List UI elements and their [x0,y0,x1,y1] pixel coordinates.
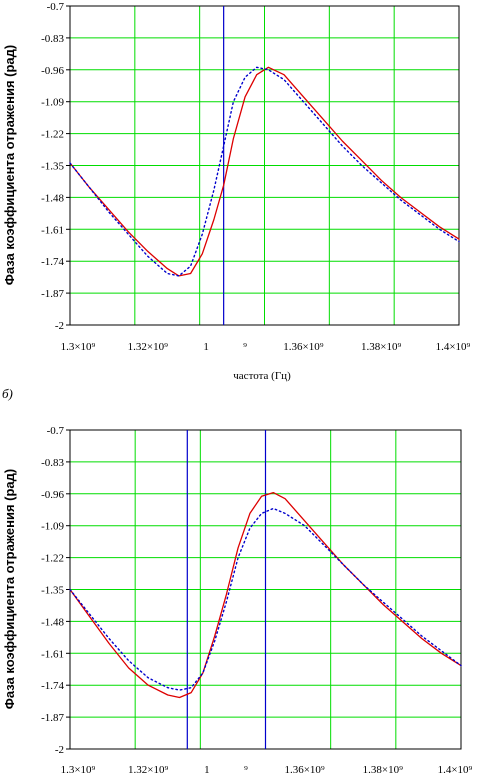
x-tick-label: 1 [204,764,210,776]
chart-bottom-label: б) [2,386,13,401]
x-tick-label: ⁹ [243,341,247,353]
x-tick-label: 1.36×10⁹ [284,764,324,776]
y-tick-label: -1.87 [41,712,64,724]
series-line-solid [69,66,460,277]
y-tick-label: -0.96 [41,489,64,501]
chart-top: -0.7 -0.83 -0.96 -1.09 -1.22 -1.35 -1.48 -1.61 -… [2,1,471,382]
x-axis-label: частота (Гц) [233,370,291,382]
y-tick-label: -2 [55,744,64,756]
x-tick-label: 1.32×10⁹ [128,341,168,353]
y-tick-label: -1.61 [41,224,64,236]
y-tick-label: -1.74 [41,256,64,268]
y-tick-label: -0.96 [41,65,64,77]
y-tick-label: -1.09 [41,521,64,533]
x-tick-label: 1.38×10⁹ [363,764,403,776]
x-tick-label: 1.3×10⁹ [61,341,96,353]
x-tick-label: 1.4×10⁹ [438,764,473,776]
x-tick-label: 1.38×10⁹ [361,341,401,353]
x-tick-label: 1.32×10⁹ [128,764,168,776]
y-tick-label: -1.48 [41,616,64,628]
y-tick-label: -0.7 [47,1,65,13]
y-tick-label: -1.35 [41,161,64,173]
y-tick-label: -0.83 [41,33,64,45]
x-tick-label: 1.4×10⁹ [436,341,471,353]
chart-bottom: -0.7 -0.83 -0.96 -1.09 -1.22 -1.35 -1.48 -1.61 -… [2,425,473,776]
x-tick-label: 1.36×10⁹ [283,341,323,353]
x-tick-label: 1.3×10⁹ [61,764,96,776]
y-axis-label: Фаза коэффициента отражения (рад) [2,469,17,709]
y-tick-label: -2 [55,320,64,332]
y-tick-label: -1.87 [41,288,64,300]
y-tick-label: -1.74 [41,680,64,692]
series-line-dotted [69,66,460,277]
y-tick-label: -1.61 [41,648,64,660]
y-tick-label: -1.48 [41,192,64,204]
y-tick-label: -0.7 [47,425,65,437]
x-tick-label: 1 [203,341,209,353]
y-axis-label: Фаза коэффициента отражения (рад) [2,45,17,285]
y-tick-label: -0.83 [41,457,64,469]
y-tick-label: -1.35 [41,585,64,597]
series-line-dotted [69,507,462,691]
y-tick-label: -1.22 [41,553,64,565]
plot-frame [69,5,460,326]
series-line-solid [69,491,462,699]
y-tick-label: -1.22 [41,129,64,141]
x-tick-label: ⁹ [244,764,248,776]
y-tick-label: -1.09 [41,97,64,109]
